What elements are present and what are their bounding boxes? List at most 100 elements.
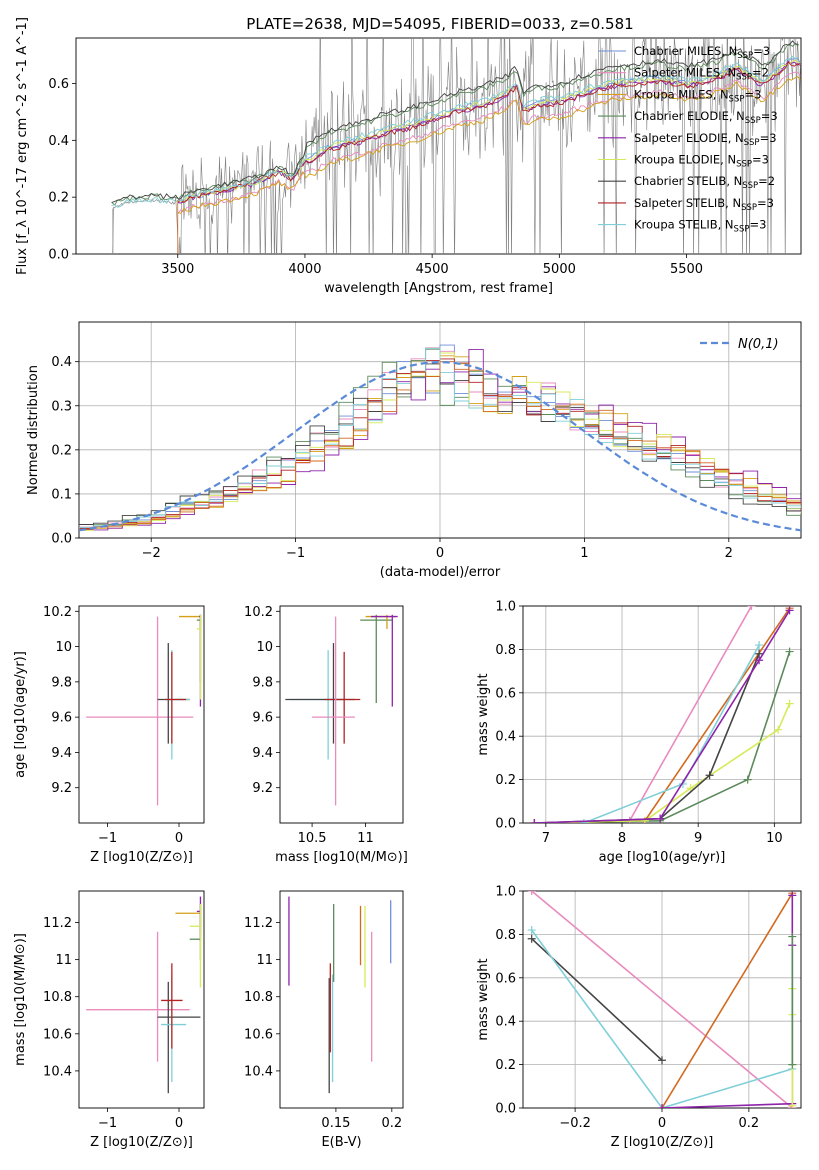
legend-tail: =3 <box>744 87 761 101</box>
legend-base: Chabrier ELODIE, N <box>634 109 745 123</box>
y-tick-label: 1.0 <box>495 600 516 615</box>
axes-frame <box>279 890 404 1109</box>
y-tick-label: 10.2 <box>244 605 273 620</box>
weight-marker <box>527 891 536 895</box>
model-spectrum <box>177 60 801 204</box>
legend-entry: Chabrier MILES, NSSP=3 <box>634 44 770 61</box>
axes-Z-age: −1 0 9.2 9.4 9.6 9.8 10 10.2 Z [log10(Z/Z⊙)] age … <box>13 605 205 865</box>
weight-marker <box>705 771 714 780</box>
legend-tail: =3 <box>752 153 769 167</box>
weight-marker <box>774 725 783 734</box>
y-tick-label: 11 <box>55 953 72 968</box>
y-tick-label: 0.0 <box>51 532 72 547</box>
x-tick-label: 5000 <box>543 262 576 277</box>
y-tick-label: 0.0 <box>495 817 516 832</box>
weight-marker <box>747 606 756 610</box>
errorbar-points <box>86 614 202 806</box>
legend-sub: SSP <box>744 138 760 148</box>
y-tick-label: 9.4 <box>252 746 273 761</box>
weight-marker <box>530 819 539 823</box>
weight-series <box>583 644 760 823</box>
legend-sub: SSP <box>741 203 757 213</box>
x-tick-label: −1 <box>98 831 117 846</box>
model-spectrum <box>111 40 799 203</box>
x-axis-label: (data-model)/error <box>380 565 501 580</box>
weight-series <box>534 606 753 823</box>
x-tick-label: 4000 <box>288 262 321 277</box>
y-tick-label: 10.6 <box>244 1027 273 1042</box>
legend-tail: =3 <box>760 131 777 145</box>
weight-series <box>534 651 791 823</box>
weight-marker <box>658 1104 666 1108</box>
weight-series <box>534 607 791 823</box>
x-tick-label: 8 <box>618 831 626 846</box>
legend-base: Kroupa MILES, N <box>634 87 729 101</box>
y-tick-label: 0.8 <box>495 643 516 658</box>
y-tick-label: 9.6 <box>51 711 72 726</box>
y-tick-label: 10.2 <box>43 605 72 620</box>
legend-tail: =3 <box>757 196 774 210</box>
legend-entry: Kroupa ELODIE, NSSP=3 <box>634 153 769 170</box>
weight-marker <box>640 816 649 823</box>
y-tick-label: 9.4 <box>51 746 72 761</box>
y-tick-label: 10 <box>55 640 72 655</box>
x-tick-label: 4500 <box>416 262 449 277</box>
axes-Z-weight: −0.2 0 0.2 0.0 0.2 0.4 0.6 0.8 1.0 Z [log10(Z/Z⊙)… <box>476 885 802 1150</box>
legend-base: Chabrier STELIB, N <box>634 174 742 188</box>
legend-entry: Chabrier ELODIE, NSSP=3 <box>634 109 778 126</box>
x-tick-label: 0.2 <box>381 1116 402 1131</box>
residual-histograms <box>79 344 801 532</box>
y-tick-label: 0.4 <box>51 355 72 370</box>
model-spectrum <box>177 76 801 215</box>
y-tick-label: 11.2 <box>43 916 72 931</box>
x-tick-label: −2 <box>142 546 161 561</box>
axes-frame <box>522 605 802 824</box>
legend-entry: Salpeter MILES, NSSP=2 <box>634 66 769 83</box>
x-tick-label: −0.2 <box>559 1116 591 1131</box>
x-tick-label: 1 <box>580 546 588 561</box>
y-tick-label: 0.6 <box>495 686 516 701</box>
spectrum-lines <box>111 38 801 254</box>
y-tick-label: 0.8 <box>495 928 516 943</box>
y-axis-label: Normed distribution <box>26 365 41 495</box>
y-tick-label: 0.3 <box>51 399 72 414</box>
y-tick-label: 0.2 <box>495 1058 516 1073</box>
x-tick-label: 5500 <box>670 262 703 277</box>
legend-tail: =2 <box>758 174 775 188</box>
legend-tail: =3 <box>761 109 778 123</box>
y-tick-label: 10 <box>256 640 273 655</box>
x-tick-label: 2 <box>725 546 733 561</box>
axes-Z-mass: −1 0 10.4 10.6 10.8 11 11.2 Z [log10(Z/Z⊙)] mass… <box>13 890 205 1150</box>
y-tick-label: 9.2 <box>51 781 72 796</box>
x-axis-label: E(B-V) <box>321 1135 361 1150</box>
normal-curve <box>79 360 801 532</box>
y-tick-label: 9.8 <box>252 675 273 690</box>
normal-legend: N(0,1) <box>700 337 779 352</box>
axes-frame <box>78 321 802 539</box>
y-tick-label: 0.1 <box>51 487 72 502</box>
y-tick-label: 0.0 <box>48 248 69 263</box>
legend-entry: Salpeter STELIB, NSSP=3 <box>634 196 774 213</box>
legend-base: Salpeter MILES, N <box>634 66 736 80</box>
legend-sub: SSP <box>737 51 753 61</box>
legend-base: Kroupa ELODIE, N <box>634 153 736 167</box>
axes-frame <box>78 605 205 824</box>
axes-frame <box>78 890 205 1109</box>
legend-tail: =3 <box>749 218 766 232</box>
model-spectrum <box>111 55 799 208</box>
legend-sub: SSP <box>742 181 758 191</box>
histogram-series <box>79 361 801 530</box>
legend-base: Salpeter ELODIE, N <box>634 131 744 145</box>
axes-frame <box>75 37 802 255</box>
errorbar-points <box>288 896 392 1094</box>
y-tick-label: 9.8 <box>51 675 72 690</box>
weight-marker <box>785 699 794 708</box>
x-tick-label: 3500 <box>161 262 194 277</box>
y-axis-label: Flux [f_λ 10^-17 erg cm^-2 s^-1 A^-1] <box>15 17 30 275</box>
weight-marker <box>658 1056 666 1065</box>
axes-EBV-mass: 0.15 0.2 10.4 10.6 10.8 11 11.2 E(B-V) <box>244 890 404 1150</box>
x-tick-label: −1 <box>98 1116 117 1131</box>
errorbar-points <box>285 614 398 806</box>
y-tick-label: 0.2 <box>48 191 69 206</box>
